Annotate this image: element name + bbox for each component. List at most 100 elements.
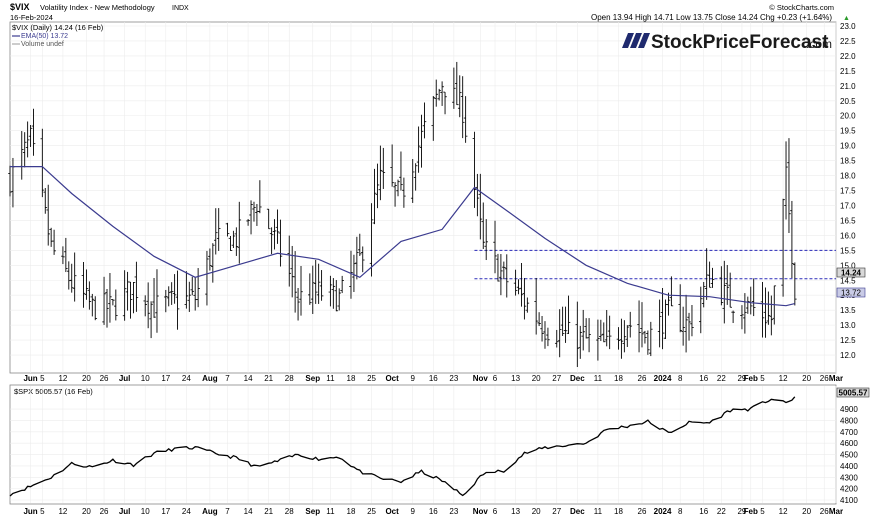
symbol: $VIX <box>10 2 30 12</box>
x-tick-label: 16 <box>699 507 708 516</box>
x-tick-label: 14 <box>244 374 253 383</box>
y-tick-label: 16.5 <box>840 216 856 225</box>
x-tick-label: Feb <box>744 507 758 516</box>
x-tick-label: 27 <box>552 507 561 516</box>
y-tick-label: 12.0 <box>840 351 856 360</box>
x-tick-label: 14 <box>244 507 253 516</box>
y-tick-label: 19.5 <box>840 127 856 136</box>
y-tick-label: 16.0 <box>840 231 856 240</box>
x-tick-label: 13 <box>511 507 520 516</box>
x-tick-label: 11 <box>594 507 603 516</box>
x-tick-label: 21 <box>264 374 273 383</box>
legend-line2: EMA(50) 13.72 <box>21 33 68 40</box>
x-tick-label: 7 <box>225 374 230 383</box>
svg-text:13.72: 13.72 <box>841 289 862 298</box>
x-tick-label: Dec <box>570 374 585 383</box>
x-tick-label: 7 <box>225 507 230 516</box>
vix-x-axis: Jun 5 12 20 26 Jul 10 17 24 Aug 7 14 21 28 Sep 11 18 25 Oc… <box>23 374 843 383</box>
chart-date: 16-Feb-2024 <box>10 13 53 22</box>
x-tick-label: 20 <box>82 374 91 383</box>
x-tick-label: 22 <box>717 507 726 516</box>
y-tick-label: 17.0 <box>840 201 856 210</box>
legend-line1: $VIX (Daily) 14.24 (16 Feb) <box>12 23 104 32</box>
x-tick-label: 17 <box>161 374 170 383</box>
x-tick-label: 5 <box>760 507 765 516</box>
vix-last-badge: 14.24 <box>836 267 866 278</box>
x-tick-label: Oct <box>385 507 399 516</box>
x-tick-label: 20 <box>802 374 811 383</box>
x-tick-label: 27 <box>552 374 561 383</box>
vix-gridlines <box>10 22 837 373</box>
x-tick-label: Dec <box>570 507 585 516</box>
x-tick-label: Aug <box>202 374 218 383</box>
x-tick-label: 20 <box>532 374 541 383</box>
y-tick-label: 17.5 <box>840 187 856 196</box>
y-tick-label: 4200 <box>840 485 858 494</box>
x-tick-label: Mar <box>829 374 843 383</box>
spx-panel <box>9 384 837 505</box>
spx-gridlines <box>10 386 837 503</box>
y-tick-label: 4100 <box>840 496 858 505</box>
y-tick-label: 19.0 <box>840 142 856 151</box>
x-tick-label: Sep <box>305 374 320 383</box>
x-tick-label: 24 <box>182 374 191 383</box>
x-tick-label: 5 <box>760 374 765 383</box>
x-tick-label: 16 <box>699 374 708 383</box>
x-tick-label: 10 <box>141 507 150 516</box>
x-tick-label: 18 <box>347 507 356 516</box>
legend-line3: Volume undef <box>21 41 64 48</box>
x-tick-label: 8 <box>678 374 683 383</box>
spx-y-axis: 4100 4200 4300 4400 4500 4600 4700 4800 4900 <box>840 405 858 505</box>
y-tick-label: 4900 <box>840 405 858 414</box>
y-tick-label: 4500 <box>840 451 858 460</box>
y-tick-label: 13.5 <box>840 306 856 315</box>
spx-last-badge: 5005.57 <box>836 387 870 398</box>
x-tick-label: 18 <box>614 507 623 516</box>
x-tick-label: 28 <box>285 507 294 516</box>
y-tick-label: 4600 <box>840 439 858 448</box>
x-tick-label: 10 <box>141 374 150 383</box>
y-tick-label: 14.5 <box>840 276 856 285</box>
x-tick-label: Mar <box>829 507 843 516</box>
x-tick-label: 12 <box>58 507 67 516</box>
x-tick-label: 5 <box>40 507 45 516</box>
x-tick-label: 12 <box>58 374 67 383</box>
y-tick-label: 15.0 <box>840 261 856 270</box>
credit: © StockCharts.com <box>769 3 834 12</box>
svg-text:14.24: 14.24 <box>841 269 862 278</box>
y-tick-label: 20.0 <box>840 112 856 121</box>
x-tick-label: 12 <box>779 374 788 383</box>
x-tick-label: 29 <box>737 374 746 383</box>
index-name: Volatility Index - New Methodology <box>40 3 155 12</box>
vix-ohlc-bars <box>8 61 797 368</box>
up-arrow-icon: ▲ <box>843 15 850 22</box>
spx-label: $SPX 5005.57 (16 Feb) <box>14 387 93 396</box>
x-tick-label: Jun <box>23 374 37 383</box>
x-tick-label: 11 <box>326 374 335 383</box>
spx-x-axis: Jun 5 12 20 26 Jul 10 17 24 Aug 7 14 21 28 Sep 11 18 25 Oc… <box>23 507 843 516</box>
x-tick-label: 24 <box>182 507 191 516</box>
x-tick-label: 6 <box>493 507 498 516</box>
x-tick-label: 26 <box>100 374 109 383</box>
x-tick-label: 26 <box>638 374 647 383</box>
x-tick-label: Aug <box>202 507 218 516</box>
x-tick-label: 6 <box>493 374 498 383</box>
x-tick-label: 26 <box>638 507 647 516</box>
x-tick-label: Oct <box>385 374 399 383</box>
x-tick-label: 29 <box>737 507 746 516</box>
x-tick-label: Nov <box>473 374 489 383</box>
x-tick-label: 20 <box>532 507 541 516</box>
y-tick-label: 23.0 <box>840 22 856 31</box>
y-tick-label: 20.5 <box>840 97 856 106</box>
x-tick-label: 23 <box>449 374 458 383</box>
x-tick-label: 16 <box>429 374 438 383</box>
x-tick-label: 12 <box>779 507 788 516</box>
x-tick-label: 20 <box>82 507 91 516</box>
x-tick-label: Jun <box>23 507 37 516</box>
x-tick-label: 9 <box>410 507 415 516</box>
x-tick-label: 18 <box>347 374 356 383</box>
x-tick-label: 11 <box>326 507 335 516</box>
x-tick-label: Sep <box>305 507 320 516</box>
y-tick-label: 21.0 <box>840 82 856 91</box>
